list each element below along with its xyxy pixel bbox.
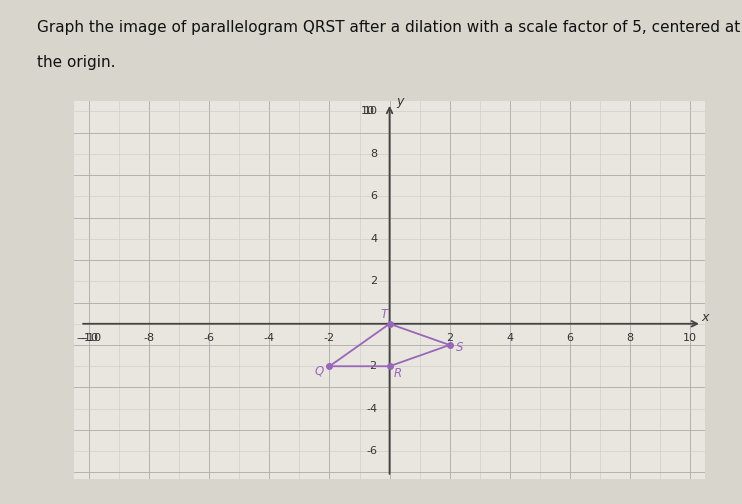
Text: 4: 4	[370, 234, 378, 244]
Text: Graph the image of parallelogram QRST after a dilation with a scale factor of 5,: Graph the image of parallelogram QRST af…	[37, 20, 741, 35]
Text: 2: 2	[446, 333, 453, 343]
Text: -10: -10	[80, 333, 98, 343]
Text: -2: -2	[367, 361, 378, 371]
Text: -4: -4	[367, 404, 378, 414]
Text: Q: Q	[315, 365, 324, 377]
Text: —10: —10	[76, 333, 102, 343]
Text: 8: 8	[370, 149, 378, 159]
Text: 10: 10	[683, 333, 697, 343]
Text: -6: -6	[204, 333, 215, 343]
Text: -2: -2	[324, 333, 335, 343]
Text: -8: -8	[144, 333, 155, 343]
Text: R: R	[394, 367, 402, 380]
Text: the origin.: the origin.	[37, 55, 116, 71]
Text: 4: 4	[506, 333, 513, 343]
Text: 6: 6	[370, 192, 378, 202]
Text: T: T	[381, 308, 387, 322]
Text: 2: 2	[370, 276, 378, 286]
Text: S: S	[456, 341, 463, 354]
Text: x: x	[701, 311, 709, 324]
Text: 6: 6	[566, 333, 574, 343]
Text: 8: 8	[626, 333, 634, 343]
Text: y: y	[396, 95, 404, 108]
Text: 10: 10	[361, 106, 375, 116]
Text: -6: -6	[367, 446, 378, 456]
Text: 10: 10	[364, 106, 378, 116]
Text: -4: -4	[264, 333, 275, 343]
